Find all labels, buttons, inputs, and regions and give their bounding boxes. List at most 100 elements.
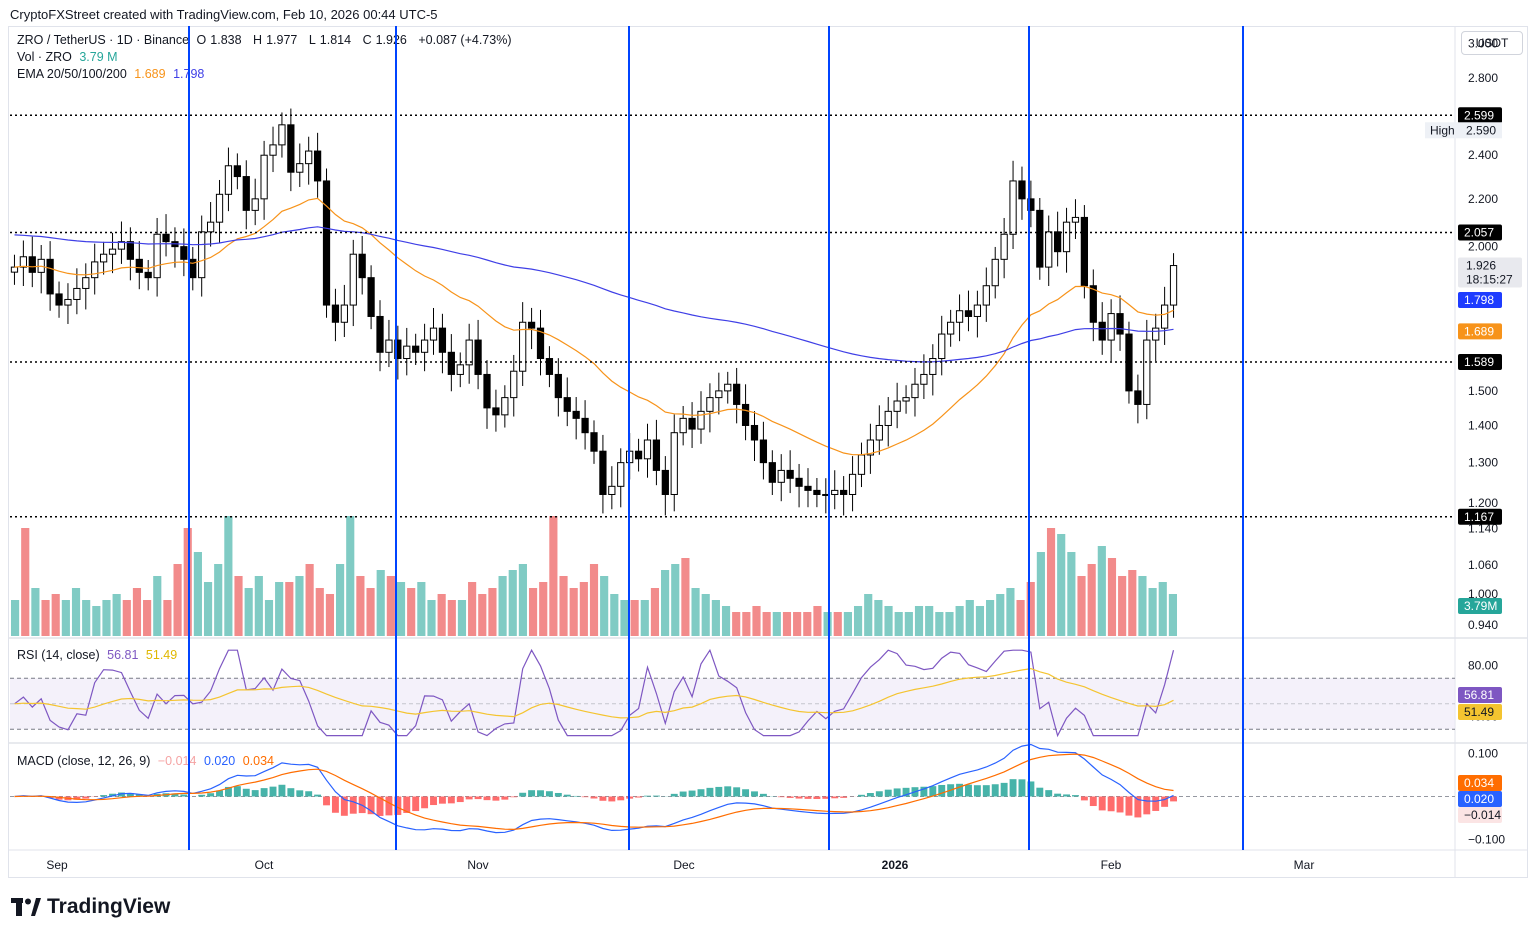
rsi-ma-tag	[1458, 704, 1502, 720]
macd-hist-bar	[563, 794, 571, 797]
volume-bar	[447, 600, 456, 636]
volume-bar	[691, 588, 700, 636]
macd-hist-bar	[474, 796, 482, 800]
macd-hist-bar	[822, 796, 830, 799]
volume-bar	[772, 612, 781, 636]
candle-body	[1161, 304, 1169, 329]
volume-bar	[407, 588, 416, 636]
symbol-label: ZRO / TetherUS · 1D · Binance	[17, 33, 190, 47]
volume-bar	[1138, 576, 1147, 636]
volume-bar	[1006, 588, 1015, 636]
macd-hist-bar	[403, 796, 411, 813]
volume-bar	[853, 606, 863, 636]
macd-hist-bar	[1018, 779, 1026, 797]
volume-bar	[244, 588, 253, 636]
macd-hist-bar	[884, 789, 892, 797]
volume-bar	[41, 600, 50, 636]
candle-body	[929, 358, 937, 375]
volume-bar	[1097, 546, 1106, 636]
volume-bar	[589, 564, 599, 636]
volume-bar	[864, 594, 873, 636]
time-tick-label: Oct	[255, 858, 274, 872]
macd-line	[14, 743, 1174, 834]
macd-hist-bar	[207, 793, 215, 797]
candle-body	[911, 383, 919, 399]
rsi-ma-value: 51.49	[145, 648, 178, 662]
macd-hist-bar	[572, 795, 580, 797]
volume-bar	[224, 516, 233, 636]
macd-hist-bar	[777, 796, 785, 798]
candle-body	[1116, 313, 1124, 335]
volume-bar	[498, 576, 507, 636]
volume-bar	[579, 582, 588, 636]
volume-bar	[508, 570, 517, 636]
macd-hist-bar	[260, 788, 268, 797]
macd-hist-bar	[82, 796, 90, 799]
candle-body	[224, 165, 233, 195]
macd-hist-bar	[287, 788, 295, 797]
ohlc-open: O 1.838	[196, 33, 242, 47]
candle-body	[153, 233, 161, 279]
macd-hist-bar	[670, 793, 678, 797]
macd-hist-bar	[715, 786, 723, 797]
time-tick-label: Sep	[46, 858, 68, 872]
macd-hist-bar	[1170, 796, 1177, 802]
volume-bar	[82, 600, 91, 636]
macd-hist-bar	[73, 796, 81, 800]
candle-body	[64, 298, 72, 306]
volume-bar	[132, 588, 142, 636]
macd-hist-bar	[973, 785, 981, 797]
chart-frame[interactable]	[8, 26, 1528, 878]
macd-hist-bar	[1045, 790, 1053, 797]
volume-bar	[671, 564, 680, 636]
candle-body	[831, 489, 839, 495]
volume-bar	[61, 600, 70, 636]
candle-body	[1080, 216, 1089, 287]
volume-bar	[11, 600, 20, 636]
volume-bar	[945, 612, 954, 636]
volume-bar	[336, 564, 345, 636]
macd-hist-bar	[55, 796, 63, 800]
level-tag	[1458, 224, 1502, 241]
volume-bar	[183, 528, 192, 636]
macd-hist-bar	[956, 783, 964, 797]
candle-body	[340, 304, 348, 323]
candle-body	[563, 397, 571, 412]
candle-body	[305, 150, 313, 165]
volume-bar	[549, 516, 558, 636]
time-tick-label: Mar	[1294, 858, 1315, 872]
macd-hist-bar	[893, 788, 901, 797]
level-tag-label: 2.057	[1464, 226, 1494, 240]
volume-bar	[325, 594, 335, 636]
candle-body	[1045, 231, 1053, 268]
candle-body	[1036, 209, 1044, 268]
candle-body	[358, 253, 366, 279]
currency-button[interactable]: USDT	[1461, 31, 1523, 55]
macd-hist-bar	[251, 790, 259, 797]
volume-bar	[782, 612, 792, 636]
candle-body	[706, 397, 714, 412]
candle-body	[1054, 231, 1062, 253]
macd-hist-bar	[590, 796, 598, 799]
macd-hist-bar	[688, 790, 696, 797]
candle-body	[848, 473, 857, 495]
macd-tag-label: 0.020	[1464, 792, 1494, 806]
candle-body	[1143, 339, 1151, 405]
candle-body	[777, 469, 785, 483]
macd-hist-bar	[331, 796, 339, 813]
price-tick-label: 0.940	[1468, 618, 1498, 632]
macd-hist-bar	[938, 784, 946, 797]
volume-bar	[965, 600, 974, 636]
volume-bar	[122, 600, 131, 636]
macd-hist-bar	[412, 796, 420, 812]
rsi-ma-tag-label: 51.49	[1464, 705, 1494, 719]
candle-body	[429, 327, 438, 341]
candle-body	[527, 321, 536, 329]
candle-body	[99, 253, 108, 263]
macd-tag	[1458, 775, 1502, 791]
macd-hist-bar	[554, 792, 562, 797]
time-tick-label: 2026	[882, 858, 909, 872]
macd-hist-bar	[510, 796, 518, 798]
volume-bar	[1077, 576, 1086, 636]
